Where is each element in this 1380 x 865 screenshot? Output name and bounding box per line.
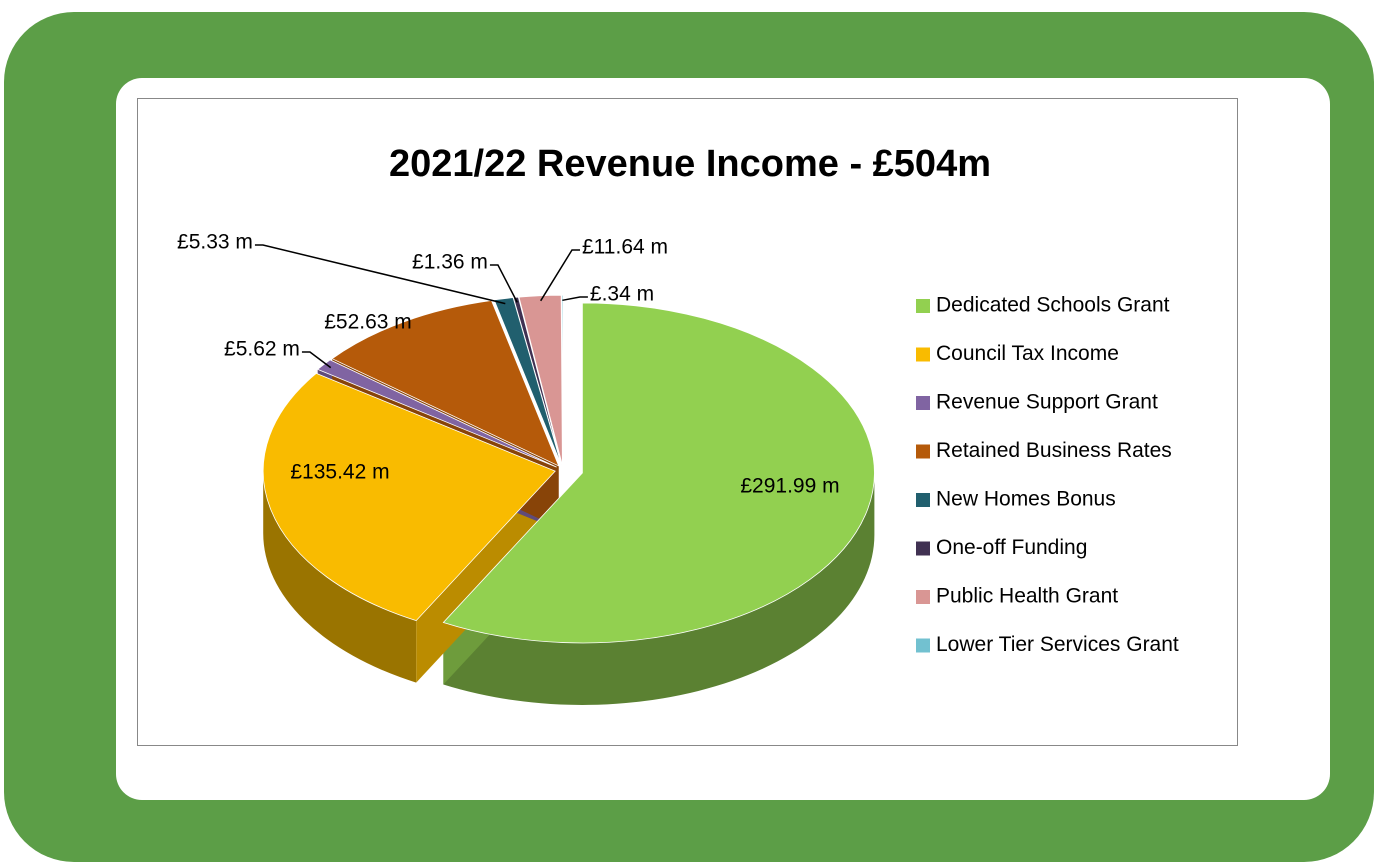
legend-swatch [916, 590, 930, 604]
pie-tops [262, 294, 875, 644]
legend-swatch [916, 638, 930, 653]
legend: Dedicated Schools Grant Council Tax Incom… [916, 294, 1179, 656]
legend-label: Public Health Grant [936, 585, 1118, 608]
legend-swatch [916, 493, 930, 507]
legend-label: Dedicated Schools Grant [936, 294, 1170, 317]
legend-label: New Homes Bonus [936, 488, 1116, 511]
legend-swatch [916, 347, 930, 362]
leader-line [562, 296, 588, 302]
legend-swatch [916, 444, 930, 459]
data-label: £5.62 m [224, 338, 300, 361]
legend-label: Retained Business Rates [936, 439, 1172, 462]
legend-label: Lower Tier Services Grant [936, 633, 1179, 656]
data-label: £291.99 m [740, 475, 839, 498]
legend-label: One-off Funding [936, 536, 1087, 559]
slice-wall [443, 472, 875, 705]
slice-wall [263, 471, 417, 683]
leader-line [301, 351, 332, 369]
slice [442, 302, 875, 644]
slice [262, 372, 556, 622]
slice [518, 294, 563, 466]
data-label: £1.36 m [412, 251, 488, 274]
data-label: £11.64 m [582, 236, 668, 259]
legend-swatch [916, 299, 930, 313]
data-label: £.34 m [590, 283, 654, 306]
slice [512, 296, 563, 466]
leader-line [489, 264, 518, 303]
chart-title: 2021/22 Revenue Income - £504m [389, 143, 991, 185]
data-label: £135.42 m [290, 461, 389, 484]
data-label: £5.33 m [177, 231, 253, 254]
slice [561, 294, 564, 466]
leader-line [254, 244, 506, 305]
legend-label: Revenue Support Grant [936, 391, 1158, 414]
slice [316, 359, 557, 468]
leader-line [540, 249, 580, 302]
data-label: £52.63 m [324, 311, 412, 334]
slice [331, 300, 560, 467]
data-labels: £291.99 m £135.42 m £5.62 m £52.63 m £5.33 m… [177, 231, 840, 498]
legend-swatch [916, 541, 930, 556]
legend-label: Council Tax Income [936, 342, 1119, 365]
legend-swatch [916, 396, 930, 410]
